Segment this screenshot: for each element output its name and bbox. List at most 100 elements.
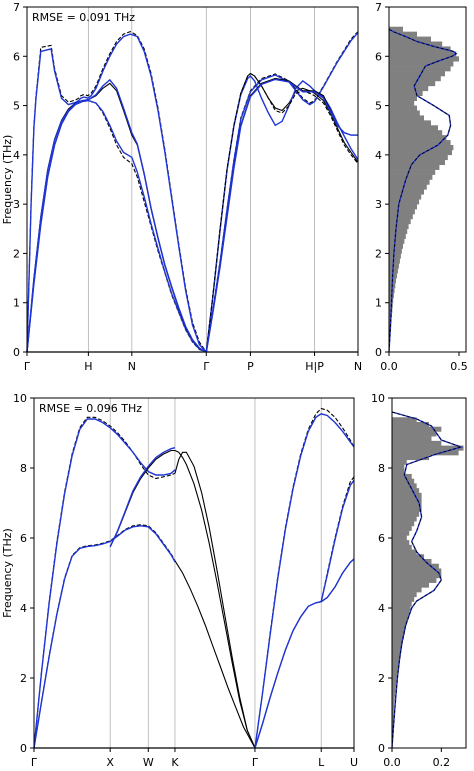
histogram-bar: [392, 700, 395, 706]
histogram-bar: [392, 540, 410, 546]
histogram-bar: [389, 209, 415, 215]
x-tick-label: N: [128, 360, 136, 373]
y-tick-label: 3: [13, 198, 20, 211]
bottom-dispersion-frame: [33, 397, 355, 749]
histogram-bar: [392, 681, 397, 687]
histogram-bar: [389, 149, 452, 156]
y-tick-label: 0: [378, 742, 385, 755]
x-tick-label: K: [171, 756, 179, 769]
band-line-solid-blue: [205, 78, 358, 353]
histogram-bar: [392, 705, 394, 711]
x-tick-label: L: [318, 756, 325, 769]
histogram-bar: [389, 115, 424, 121]
y-tick-label: 3: [375, 198, 382, 211]
histogram-bar: [392, 440, 442, 446]
bottom-dispersion-grid: [109, 398, 322, 748]
band-line-solid-black: [26, 82, 207, 353]
y-tick-label: 10: [371, 392, 385, 405]
y-tick-label: 6: [375, 50, 382, 63]
top-dos-xticks: 0.0 0.5: [380, 352, 468, 373]
top-dispersion-grid: [87, 7, 315, 352]
top-ylabel: Frequency (THz): [1, 135, 14, 225]
x-tick-label: Γ: [203, 360, 210, 373]
histogram-bar: [392, 554, 425, 560]
histogram-bar: [389, 110, 420, 116]
x-tick-label: Γ: [24, 360, 31, 373]
histogram-bar: [389, 41, 443, 47]
top-dos-panel: 0 1 2 3 4 5 6 7 0.0 0.5: [375, 1, 468, 373]
top-dispersion-panel: 0 1 2 3 4 5 6 7 Γ H N Γ P H|P N RMSE = 0.091 THz Freq…: [1, 1, 362, 373]
histogram-bar: [392, 634, 404, 640]
histogram-bar: [389, 135, 447, 141]
histogram-bar: [392, 644, 402, 650]
histogram-bar: [392, 421, 429, 427]
histogram-bar: [392, 521, 415, 527]
x-tick-label: 0.0: [383, 756, 401, 769]
histogram-bar: [389, 184, 427, 190]
histogram-bar: [389, 199, 420, 205]
band-line-solid-blue: [254, 558, 355, 749]
top-dispersion-lines: [26, 30, 359, 353]
histogram-bar: [392, 497, 422, 503]
histogram-bar: [389, 159, 445, 166]
bottom-dos-curve: [391, 411, 464, 749]
bottom-dispersion-panel: 0 2 4 6 8 10 Γ X W K Γ L U RMSE = 0.096 THz Frequen…: [1, 392, 358, 769]
band-line-solid-blue: [205, 32, 359, 353]
histogram-bar: [389, 228, 408, 235]
histogram-bar: [392, 596, 415, 602]
histogram-bar: [392, 625, 406, 631]
y-tick-label: 5: [375, 100, 382, 113]
y-tick-label: 1: [13, 297, 20, 310]
histogram-bar: [389, 56, 459, 62]
bottom-ylabel: Frequency (THz): [1, 528, 14, 618]
histogram-bar: [392, 464, 405, 470]
band-line-solid-blue: [109, 447, 176, 548]
band-line-solid-blue: [33, 418, 176, 749]
histogram-bar: [389, 145, 454, 151]
histogram-bar: [389, 105, 417, 111]
histogram-bar: [392, 667, 398, 673]
histogram-bar: [392, 511, 420, 517]
histogram-bar: [392, 577, 437, 583]
top-dos-curve: [388, 28, 458, 353]
histogram-bar: [389, 95, 417, 101]
band-line-solid-black: [174, 451, 256, 749]
band-line-dashed-black: [26, 30, 207, 353]
histogram-bar: [392, 629, 405, 635]
x-tick-label: X: [106, 756, 114, 769]
top-dos-frame: [388, 6, 467, 353]
band-line-solid-blue: [26, 33, 207, 353]
histogram-bar: [389, 71, 445, 77]
histogram-bar: [392, 696, 395, 702]
histogram-bar: [389, 253, 401, 259]
histogram-bar: [392, 436, 432, 442]
histogram-bar: [392, 691, 396, 697]
histogram-bar: [392, 483, 417, 489]
histogram-bar: [389, 258, 400, 264]
histogram-bar: [389, 31, 417, 37]
histogram-bar: [392, 492, 422, 498]
bottom-dos-yticks: 0 2 4 6 8 10: [371, 392, 392, 755]
histogram-bar: [392, 431, 437, 437]
histogram-bar: [392, 488, 420, 494]
x-tick-label: P: [247, 360, 254, 373]
histogram-bar: [389, 218, 411, 225]
histogram-bar: [389, 80, 436, 87]
histogram-bar: [392, 610, 410, 616]
histogram-bar: [389, 85, 429, 92]
histogram-bar: [389, 61, 454, 67]
bottom-dos-histogram: [392, 417, 464, 744]
band-line-solid-black: [205, 72, 359, 353]
histogram-bar: [392, 714, 394, 720]
top-dos-yticks: 0 1 2 3 4 5 6 7: [375, 1, 389, 359]
top-rmse-annotation: RMSE = 0.091 THz: [32, 11, 135, 24]
histogram-bar: [392, 719, 394, 725]
histogram-bar: [389, 90, 423, 97]
x-tick-label: U: [350, 756, 358, 769]
histogram-bar: [392, 592, 417, 598]
bottom-dos-panel: 0 2 4 6 8 10 0.0 0.2: [371, 392, 467, 769]
histogram-bar: [392, 417, 417, 423]
histogram-bar: [389, 164, 440, 170]
band-line-solid-blue: [320, 479, 355, 602]
histogram-bar: [389, 66, 451, 72]
